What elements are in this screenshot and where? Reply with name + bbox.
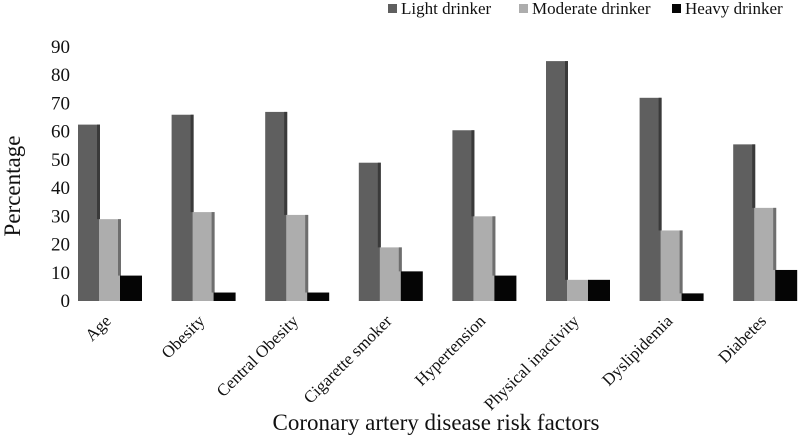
y-tick-label: 20 (51, 235, 70, 256)
bar-moderate-drinker (473, 216, 496, 301)
bar-group (171, 114, 236, 301)
bar-light-drinker (265, 111, 288, 302)
legend-label: Light drinker (401, 0, 492, 18)
bar-heavy-drinker (307, 292, 330, 301)
y-tick-label: 30 (51, 206, 70, 227)
bar-light-drinker (171, 114, 194, 301)
bar-group (265, 111, 330, 302)
bar-shade (305, 214, 309, 293)
bar-light-drinker (452, 130, 475, 301)
y-tick-label: 70 (51, 93, 70, 114)
y-tick-label: 10 (51, 263, 70, 284)
legend-item: Heavy drinker (672, 0, 783, 18)
bar-shade (658, 97, 662, 231)
y-tick-label: 60 (51, 122, 70, 143)
legend-swatch (672, 4, 681, 13)
bar-shade (773, 207, 777, 270)
bar-moderate-drinker (379, 247, 402, 301)
bar-group (358, 162, 423, 301)
bar-group (78, 124, 142, 301)
bar-heavy-drinker (400, 271, 423, 301)
legend-swatch (519, 4, 528, 13)
bar-group (639, 97, 704, 301)
x-tick-label: Cigarette smoker (300, 311, 396, 407)
bar-light-drinker (639, 97, 662, 301)
bar-shade (211, 212, 215, 293)
y-axis-title: Percentage (0, 136, 25, 237)
x-axis-title: Coronary artery disease risk factors (273, 410, 600, 435)
legend: Light drinker Moderate drinker Heavy drink… (388, 0, 783, 18)
bar-group (733, 144, 798, 301)
y-tick-label: 0 (61, 291, 71, 312)
x-tick-label: Central Obesity (213, 311, 303, 401)
legend-swatch (388, 4, 397, 13)
y-tick-label: 80 (51, 65, 70, 86)
bar-light-drinker (733, 144, 756, 301)
legend-label: Moderate drinker (532, 0, 651, 18)
legend-label: Heavy drinker (685, 0, 783, 18)
bar-shade (398, 247, 402, 272)
bar-moderate-drinker (99, 219, 121, 301)
bars (78, 61, 798, 302)
bar-shade (190, 114, 194, 213)
bar-heavy-drinker (213, 292, 236, 301)
x-tick-label: Dyslipidemia (598, 311, 677, 390)
bar-heavy-drinker (681, 293, 704, 301)
y-tick-label: 50 (51, 150, 70, 171)
bar-moderate-drinker (192, 212, 215, 301)
x-tick-label: Physical inactivity (480, 311, 583, 414)
bar-shade (471, 130, 475, 217)
y-tick-label: 40 (51, 178, 70, 199)
bar-group (546, 61, 610, 301)
bar-shade (679, 230, 683, 294)
bar-moderate-drinker (754, 207, 777, 301)
bar-light-drinker (546, 61, 568, 301)
bar-heavy-drinker (588, 279, 610, 301)
bar-shade (492, 216, 496, 276)
x-tick-label: Diabetes (715, 311, 770, 366)
bar-moderate-drinker (567, 279, 589, 301)
bar-heavy-drinker (120, 275, 142, 301)
x-tick-label: Hypertension (411, 311, 490, 390)
y-axis-ticks: 0 10 20 30 40 50 60 70 80 90 (51, 37, 70, 312)
bar-moderate-drinker (660, 230, 683, 301)
x-tick-label: Obesity (158, 311, 209, 362)
bar-shade (377, 162, 381, 248)
y-tick-label: 90 (51, 37, 70, 58)
bar-shade (752, 144, 756, 208)
bar-group (452, 130, 517, 301)
bar-heavy-drinker (494, 275, 517, 301)
bar-light-drinker (78, 124, 100, 301)
bar-shade (284, 111, 288, 215)
bar-shade (565, 61, 568, 280)
x-tick-label: Age (81, 311, 114, 344)
bar-light-drinker (358, 162, 381, 301)
bar-shade (97, 124, 100, 220)
bar-heavy-drinker (775, 269, 798, 301)
legend-item: Light drinker (388, 0, 492, 18)
legend-item: Moderate drinker (519, 0, 651, 18)
bar-shade (118, 219, 121, 276)
bar-moderate-drinker (286, 214, 309, 301)
